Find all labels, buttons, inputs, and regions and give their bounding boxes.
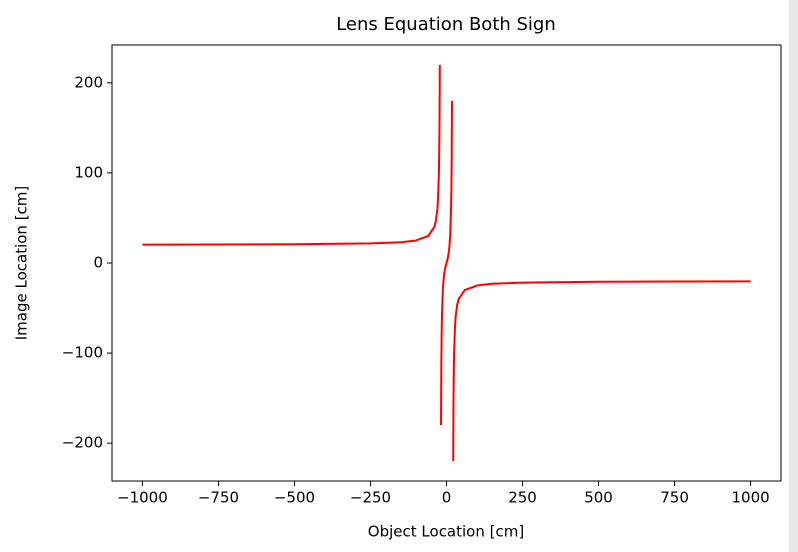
y-tick-label: −200 (62, 434, 103, 452)
x-tick-label: 1000 (731, 489, 769, 507)
x-tick-label: −500 (274, 489, 315, 507)
x-tick-label: 500 (584, 489, 613, 507)
y-tick-label: −100 (62, 344, 103, 362)
series-line (445, 100, 751, 462)
x-tick-label: −250 (350, 489, 391, 507)
plot-frame (111, 44, 782, 482)
x-tick-label: 0 (442, 489, 452, 507)
y-tick-label: 0 (93, 254, 103, 272)
window-edge (789, 0, 798, 552)
series-line (142, 64, 448, 426)
chart-title: Lens Equation Both Sign (336, 14, 556, 35)
y-axis-label: Image Location [cm] (13, 186, 31, 341)
x-axis-label: Object Location [cm] (368, 523, 524, 541)
x-tick-label: −750 (198, 489, 239, 507)
y-tick-label: 200 (74, 73, 103, 91)
x-tick-label: −1000 (117, 489, 168, 507)
y-tick-label: 100 (74, 163, 103, 181)
x-tick-label: 250 (508, 489, 537, 507)
x-tick-label: 750 (660, 489, 689, 507)
